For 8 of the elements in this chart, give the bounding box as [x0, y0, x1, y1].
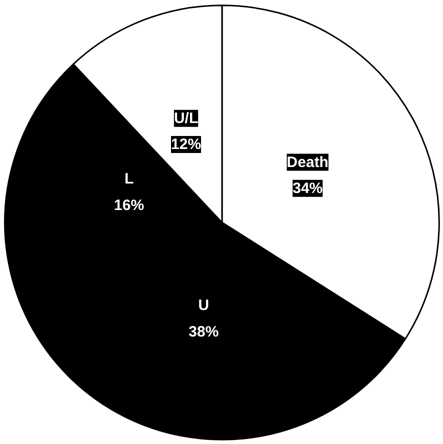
data-label: 38%: [188, 323, 219, 340]
slice-label: U: [198, 297, 210, 314]
data-label: 34%: [292, 180, 323, 197]
slice-label: L: [124, 170, 134, 188]
slice-label: U/L: [174, 110, 198, 127]
data-label: 16%: [114, 196, 144, 214]
slice-label: Death: [286, 154, 328, 171]
data-label: 12%: [171, 136, 202, 153]
